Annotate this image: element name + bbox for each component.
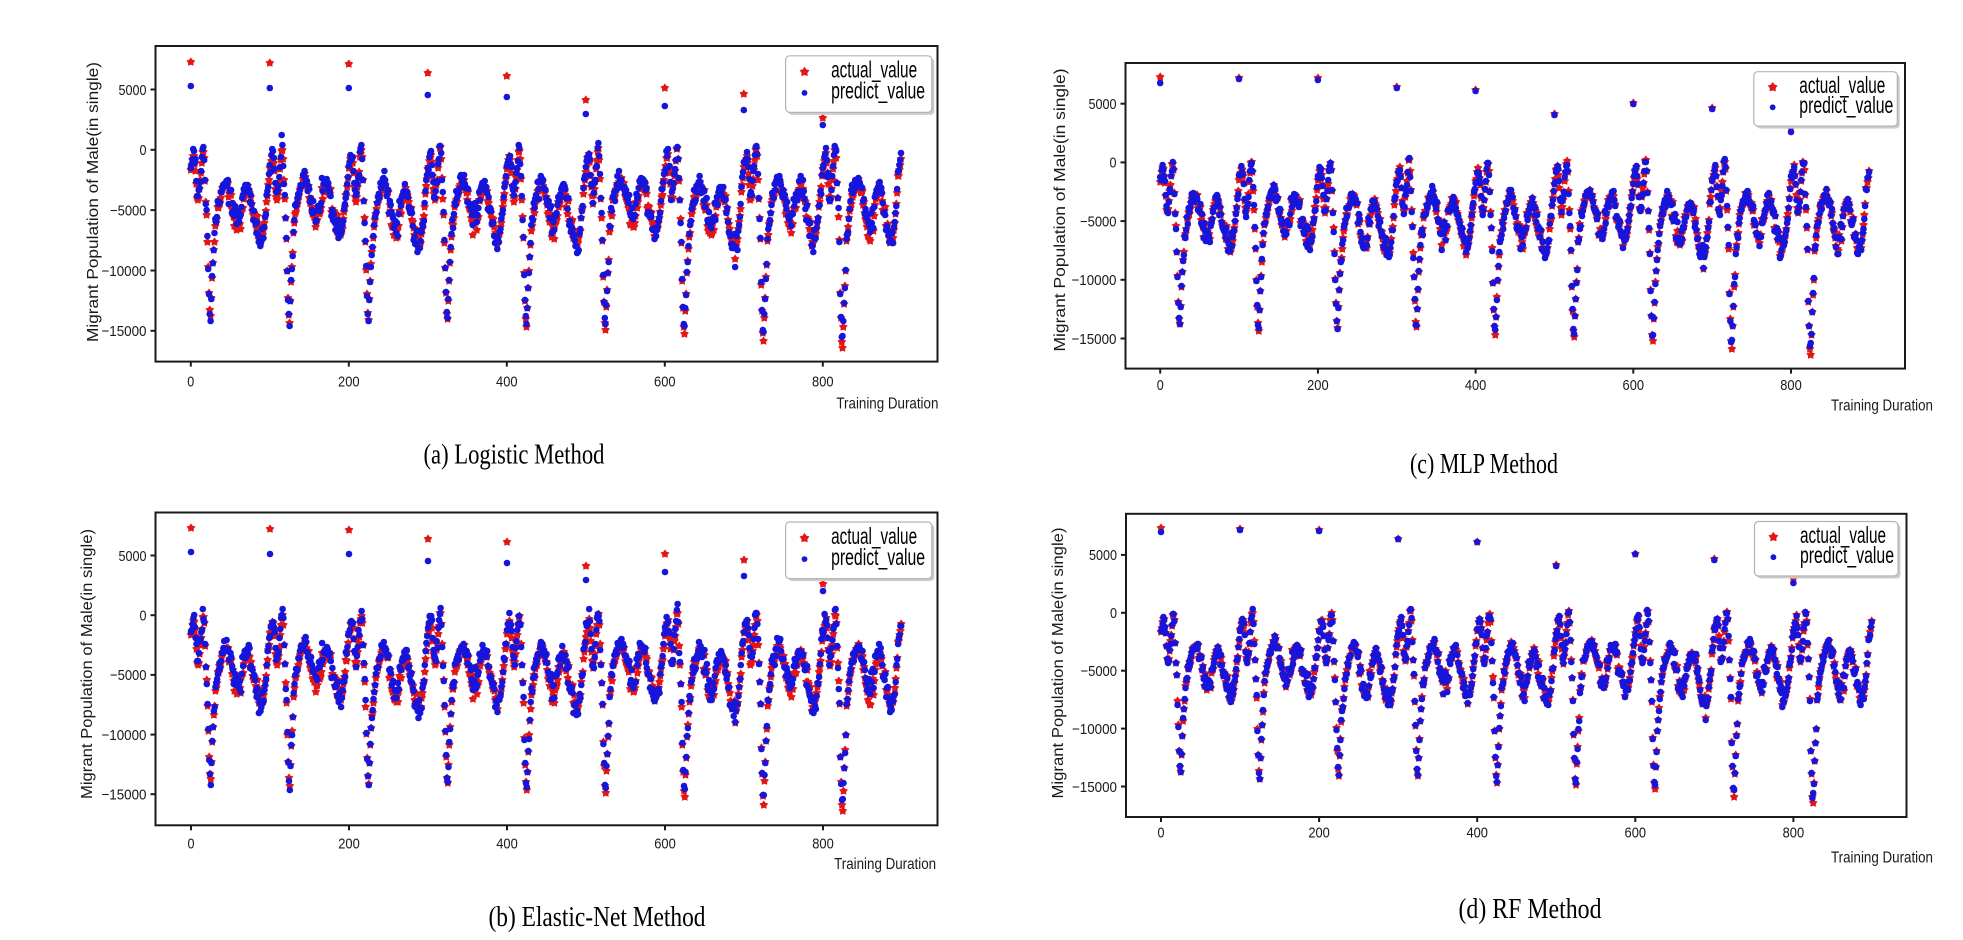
svg-text:Migrant Population of Male(in: Migrant Population of Male(in single) — [1050, 528, 1067, 799]
svg-text:predict_value: predict_value — [1800, 542, 1894, 568]
svg-text:−10000: −10000 — [102, 263, 147, 280]
svg-text:−10000: −10000 — [102, 727, 147, 744]
svg-text:600: 600 — [654, 374, 676, 391]
svg-text:200: 200 — [1307, 377, 1329, 394]
svg-text:5000: 5000 — [1089, 96, 1117, 113]
svg-text:Training Duration: Training Duration — [836, 396, 938, 413]
svg-text:0: 0 — [140, 608, 147, 625]
svg-text:−15000: −15000 — [1072, 331, 1117, 348]
svg-text:0: 0 — [1110, 605, 1117, 622]
svg-text:0: 0 — [1157, 377, 1164, 394]
svg-text:(b) Elastic-Net Method: (b) Elastic-Net Method — [489, 902, 706, 933]
svg-text:actual_value: actual_value — [831, 523, 917, 549]
svg-text:−15000: −15000 — [1072, 779, 1117, 796]
svg-text:0: 0 — [140, 142, 147, 159]
svg-text:(d) RF Method: (d) RF Method — [1459, 894, 1602, 925]
svg-text:5000: 5000 — [119, 82, 147, 99]
svg-text:Migrant Population of Male(in: Migrant Population of Male(in single) — [85, 62, 102, 342]
svg-text:−5000: −5000 — [1081, 663, 1118, 680]
svg-text:0: 0 — [187, 374, 194, 391]
svg-text:0: 0 — [1110, 155, 1117, 172]
svg-text:400: 400 — [1466, 825, 1488, 842]
svg-text:5000: 5000 — [1089, 547, 1117, 564]
svg-text:400: 400 — [1465, 377, 1487, 394]
svg-text:600: 600 — [1623, 377, 1645, 394]
svg-text:−5000: −5000 — [110, 667, 147, 684]
svg-text:Migrant Population of Male(in: Migrant Population of Male(in single) — [79, 529, 96, 799]
svg-text:predict_value: predict_value — [831, 544, 925, 570]
svg-text:−10000: −10000 — [1072, 721, 1117, 738]
svg-text:Training Duration: Training Duration — [1831, 850, 1933, 867]
svg-text:actual_value: actual_value — [1800, 522, 1886, 548]
svg-text:predict_value: predict_value — [831, 78, 925, 104]
svg-text:−10000: −10000 — [1072, 272, 1117, 289]
svg-text:−15000: −15000 — [102, 323, 147, 340]
svg-text:Migrant Population of Male(in: Migrant Population of Male(in single) — [1052, 69, 1069, 352]
svg-text:0: 0 — [188, 835, 195, 852]
svg-text:actual_value: actual_value — [831, 57, 917, 83]
svg-text:(c) MLP Method: (c) MLP Method — [1410, 449, 1558, 480]
svg-text:400: 400 — [496, 374, 518, 391]
svg-text:−15000: −15000 — [102, 787, 147, 804]
svg-text:800: 800 — [1780, 377, 1802, 394]
svg-text:0: 0 — [1158, 825, 1165, 842]
svg-text:800: 800 — [812, 374, 834, 391]
svg-text:5000: 5000 — [119, 548, 147, 565]
svg-text:600: 600 — [654, 835, 676, 852]
svg-text:200: 200 — [1308, 825, 1330, 842]
svg-text:−5000: −5000 — [1080, 213, 1117, 230]
svg-text:actual_value: actual_value — [1799, 72, 1885, 98]
svg-text:400: 400 — [496, 835, 518, 852]
svg-text:Training Duration: Training Duration — [834, 856, 936, 873]
svg-text:Training Duration: Training Duration — [1831, 397, 1933, 414]
svg-text:200: 200 — [338, 374, 360, 391]
svg-text:800: 800 — [812, 835, 834, 852]
svg-text:predict_value: predict_value — [1799, 92, 1893, 118]
svg-text:800: 800 — [1783, 825, 1805, 842]
svg-text:200: 200 — [338, 835, 360, 852]
svg-text:−5000: −5000 — [110, 202, 147, 219]
svg-text:600: 600 — [1625, 825, 1647, 842]
svg-text:(a) Logistic Method: (a) Logistic Method — [424, 440, 605, 471]
